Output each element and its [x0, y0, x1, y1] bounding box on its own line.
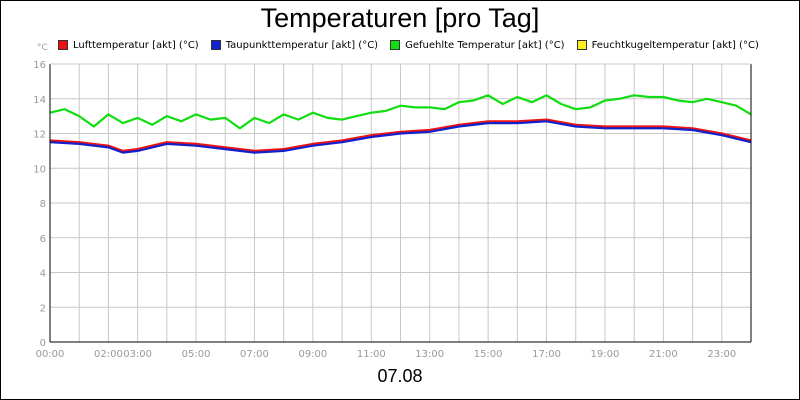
legend-item-taupunkttemperatur: Taupunkttemperatur [akt] (°C) [210, 37, 379, 53]
x-tick-label: 13:00 [415, 349, 444, 360]
legend-swatch-lufttemperatur [58, 40, 68, 50]
x-tick-label: 19:00 [591, 349, 620, 360]
legend-label-taupunkttemperatur: Taupunkttemperatur [akt] (°C) [225, 39, 379, 51]
y-tick-label: 10 [33, 164, 46, 175]
legend-label-gefuehlte-temperatur: Gefuehlte Temperatur [akt] (°C) [405, 39, 565, 51]
y-tick-label: 2 [40, 303, 46, 314]
legend-label-feuchtkugeltemperatur: Feuchtkugeltemperatur [akt] (°C) [591, 39, 759, 51]
x-tick-label: 00:00 [36, 349, 65, 360]
legend-label-lufttemperatur: Lufttemperatur [akt] (°C) [73, 39, 199, 51]
x-tick-label: 21:00 [649, 349, 678, 360]
legend-item-lufttemperatur: Lufttemperatur [akt] (°C) [58, 37, 199, 53]
legend-swatch-taupunkttemperatur [210, 40, 221, 50]
x-tick-label: 03:00 [123, 349, 152, 360]
legend-swatch-feuchtkugeltemperatur [576, 40, 587, 50]
y-tick-label: 14 [33, 95, 46, 106]
x-tick-label: 15:00 [474, 349, 503, 360]
x-tick-label: 07:00 [240, 349, 269, 360]
legend-item-feuchtkugeltemperatur: Feuchtkugeltemperatur [akt] (°C) [576, 37, 759, 53]
y-tick-label: 8 [40, 199, 46, 210]
y-tick-label: 12 [33, 130, 46, 141]
chart-title: Temperaturen [pro Tag] [260, 3, 540, 33]
y-axis-unit: °C [37, 43, 48, 53]
y-tick-label: 6 [40, 234, 46, 245]
x-tick-label: 02:00 [94, 349, 123, 360]
x-tick-label: 11:00 [357, 349, 386, 360]
legend-item-gefuehlte-temperatur: Gefuehlte Temperatur [akt] (°C) [390, 37, 565, 53]
chart-legend: Lufttemperatur [akt] (°C) Taupunkttemper… [58, 37, 771, 53]
x-axis-label: 07.08 [377, 366, 423, 386]
y-tick-label: 0 [40, 338, 46, 349]
x-tick-label: 23:00 [707, 349, 736, 360]
x-tick-label: 17:00 [532, 349, 561, 360]
series-line-gefuehlte-temperatur [49, 94, 752, 130]
y-tick-label: 16 [33, 60, 46, 71]
legend-swatch-gefuehlte-temperatur [390, 40, 401, 50]
x-tick-label: 05:00 [182, 349, 211, 360]
series-line-taupunkttemperatur [49, 120, 752, 154]
x-tick-label: 09:00 [298, 349, 327, 360]
series-line-lufttemperatur [49, 118, 752, 152]
y-tick-label: 4 [40, 269, 46, 280]
